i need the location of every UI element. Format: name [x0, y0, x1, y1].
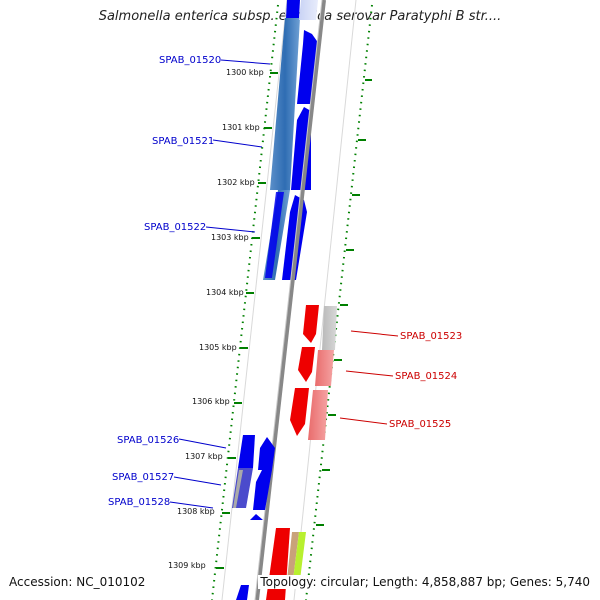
gene-arrow-reverse[interactable] [298, 347, 315, 382]
gene-arrow-reverse[interactable] [303, 305, 319, 343]
tick-label: 1304 kbp [206, 288, 244, 297]
gene-label-reverse[interactable]: SPAB_01524 [395, 371, 457, 382]
gene-block-pink[interactable] [308, 390, 328, 440]
gene-label-forward[interactable]: SPAB_01527 [112, 472, 174, 483]
tick-label: 1309 kbp [168, 561, 206, 570]
gene-arrow-forward[interactable] [250, 514, 263, 520]
tick-dotted-line [211, 4, 279, 600]
gene-label-reverse[interactable]: SPAB_01525 [389, 419, 451, 430]
accession-label: Accession: NC_010102 [9, 575, 146, 589]
callout-line [169, 501, 214, 509]
tick-label: 1303 kbp [211, 233, 249, 242]
gene-arrow-forward[interactable] [258, 437, 275, 470]
gene-label-forward[interactable]: SPAB_01522 [144, 222, 206, 233]
callout-line [173, 476, 222, 486]
callout-line [350, 330, 399, 337]
gene-block-light[interactable] [270, 18, 300, 190]
gene-label-forward[interactable]: SPAB_01528 [108, 497, 170, 508]
callout-line [178, 438, 227, 449]
kbp-ticks [216, 72, 372, 569]
gene-block-grey[interactable] [233, 470, 243, 508]
gene-block-pink[interactable] [315, 350, 334, 386]
tick-label: 1300 kbp [226, 68, 264, 77]
tick-label: 1305 kbp [199, 343, 237, 352]
tick-label: 1301 kbp [222, 123, 260, 132]
callout-line [212, 139, 263, 148]
gene-block-lime[interactable] [293, 532, 306, 580]
gene-arrow-reverse[interactable] [290, 388, 309, 436]
tick-label: 1308 kbp [177, 507, 215, 516]
gene-block-blue[interactable] [265, 192, 284, 278]
gene-label-reverse[interactable]: SPAB_01523 [400, 331, 462, 342]
topology-label: Topology: circular; Length: 4,858,887 bp… [258, 575, 590, 589]
track-outline [221, 0, 288, 600]
gene-arrow-reverse[interactable] [266, 528, 290, 600]
gene-label-forward[interactable]: SPAB_01521 [152, 136, 214, 147]
gene-arrow-forward[interactable] [253, 470, 272, 510]
genome-backbone [255, 0, 326, 600]
gene-label-forward[interactable]: SPAB_01526 [117, 435, 179, 446]
callout-line [345, 370, 394, 377]
callout-line [220, 59, 271, 65]
track-outline [293, 0, 357, 600]
tick-label: 1307 kbp [185, 452, 223, 461]
callout-line [339, 417, 388, 425]
callout-line [205, 226, 256, 233]
tick-label: 1306 kbp [192, 397, 230, 406]
tick-label: 1302 kbp [217, 178, 255, 187]
gene-block-grey[interactable] [287, 532, 299, 580]
gene-arrow-forward[interactable] [286, 0, 300, 18]
gene-block-fade [299, 0, 318, 20]
tick-dotted-line [305, 4, 373, 600]
gene-arrow-forward[interactable] [238, 435, 255, 468]
gene-arrow-forward[interactable] [236, 585, 249, 600]
gene-block-grey[interactable] [322, 306, 337, 350]
gene-label-forward[interactable]: SPAB_01520 [159, 55, 221, 66]
